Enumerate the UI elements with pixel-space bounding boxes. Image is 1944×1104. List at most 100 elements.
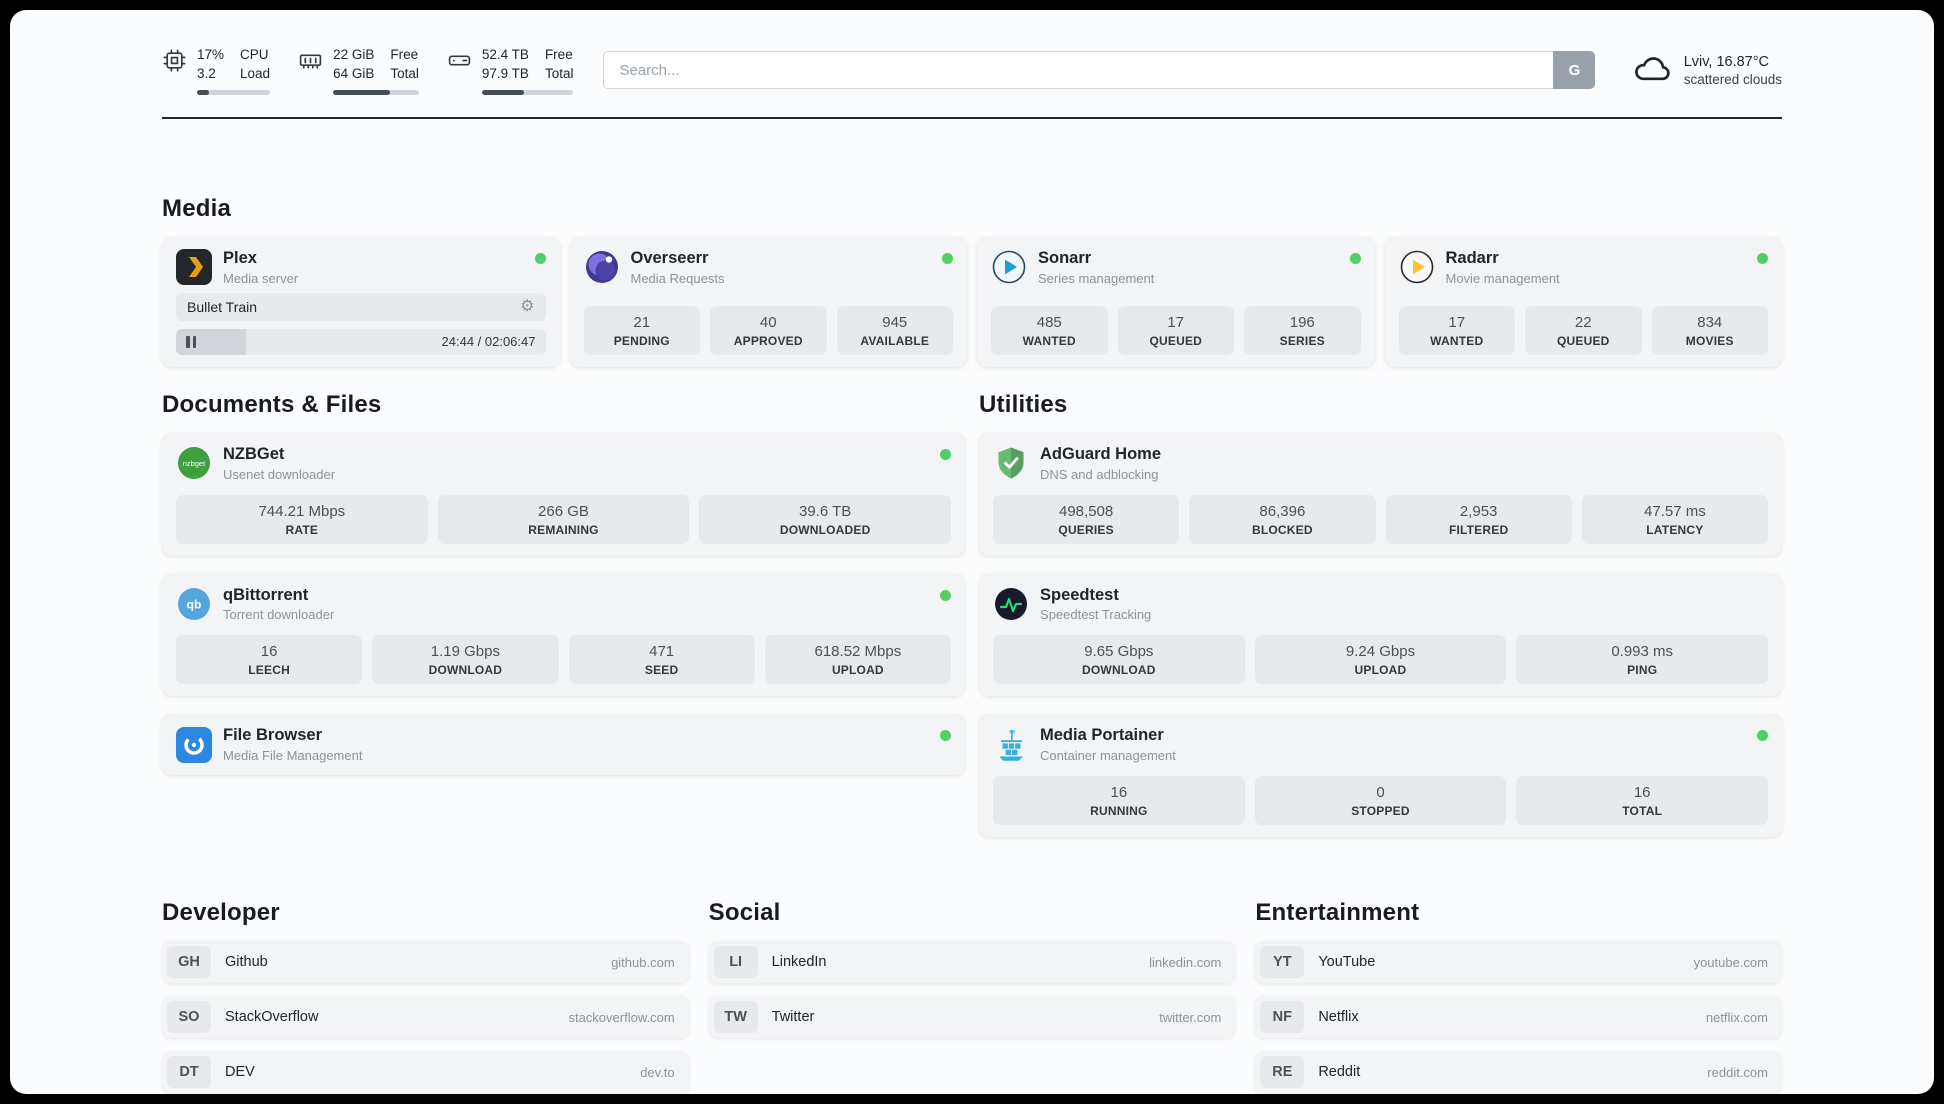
cpu-values: 17% 3.2 [197, 47, 225, 81]
app-name: Media Portainer [1040, 726, 1164, 745]
bookmark-url: youtube.com [1693, 954, 1768, 970]
app-card-nzbget[interactable]: nzbget NZBGet Usenet downloader 744.21 M… [162, 432, 965, 556]
bookmark-url: dev.to [640, 1064, 675, 1080]
speedtest-icon [993, 586, 1029, 622]
status-dot [1349, 252, 1361, 264]
bookmark-name: LinkedIn [771, 954, 827, 971]
filebrowser-icon [176, 726, 212, 763]
app-name: AdGuard Home [1040, 444, 1162, 463]
stat-downloaded: 39.6 TB DOWNLOADED [699, 494, 951, 544]
stat-upload: 618.52 Mbps UPLOAD [764, 635, 951, 685]
app-card-filebrowser[interactable]: File Browser Media File Management [162, 714, 965, 776]
app-card-overseerr[interactable]: Overseerr Media Requests 21 PENDING 40 A… [569, 236, 967, 367]
bookmark-abbr: RE [1260, 1056, 1305, 1089]
bookmark-dev[interactable]: DT DEV dev.to [162, 1051, 689, 1094]
bookmark-reddit[interactable]: RE Reddit reddit.com [1255, 1051, 1782, 1094]
app-subtitle: Media File Management [223, 748, 363, 764]
app-name: Plex [223, 248, 257, 267]
app-card-plex[interactable]: Plex Media server Bullet Train ⚙ 24:44 /… [162, 236, 560, 367]
app-name: Overseerr [630, 248, 709, 267]
stat-queued: 22 QUEUED [1525, 305, 1642, 355]
app-subtitle: DNS and adblocking [1040, 466, 1159, 482]
bookmark-name: Twitter [771, 1009, 815, 1026]
bookmark-linkedin[interactable]: LI LinkedIn linkedin.com [708, 941, 1236, 984]
stat-download: 1.19 Gbps DOWNLOAD [372, 635, 559, 685]
app-card-adguard[interactable]: AdGuard Home DNS and adblocking 498,508 … [979, 432, 1782, 556]
cpu-progress-fill [197, 89, 210, 95]
weather-widget: Lviv, 16.87°C scattered clouds [1630, 48, 1782, 93]
now-playing-title: Bullet Train [187, 299, 258, 316]
search-input[interactable] [603, 51, 1554, 90]
bookmark-url: linkedin.com [1149, 954, 1222, 970]
cpu-progress-bar [197, 89, 271, 95]
search-engine-button[interactable]: G [1553, 51, 1596, 90]
sonarr-icon [991, 249, 1027, 285]
stat-blocked: 86,396 BLOCKED [1189, 494, 1376, 544]
bookmark-twitter[interactable]: TW Twitter twitter.com [708, 996, 1236, 1039]
bookmark-url: reddit.com [1707, 1064, 1768, 1080]
stat-filtered: 2,953 FILTERED [1385, 494, 1572, 544]
app-name: qBittorrent [223, 585, 309, 604]
bookmark-abbr: YT [1260, 946, 1305, 979]
ram-values: 22 GiB 64 GiB [333, 47, 375, 81]
stat-remaining: 266 GB REMAINING [437, 494, 690, 544]
bookmark-name: Reddit [1318, 1064, 1361, 1081]
app-subtitle: Speedtest Tracking [1040, 607, 1152, 623]
app-card-qbittorrent[interactable]: qb qBittorrent Torrent downloader 16 [162, 573, 965, 697]
stat-pending: 21 PENDING [583, 305, 700, 355]
bookmark-stackoverflow[interactable]: SO StackOverflow stackoverflow.com [162, 996, 689, 1039]
status-dot [1757, 252, 1768, 264]
ram-metric: 22 GiB 64 GiB Free Total [298, 46, 419, 95]
now-playing-row: Bullet Train ⚙ [176, 293, 546, 322]
ram-progress-bar [333, 89, 419, 95]
bookmark-github[interactable]: GH Github github.com [162, 941, 689, 984]
playback-progress-bar[interactable]: 24:44 / 02:06:47 [176, 328, 546, 355]
stat-series: 196 SERIES [1244, 305, 1361, 355]
gear-icon[interactable]: ⚙ [520, 298, 535, 316]
cpu-labels: CPU Load [240, 47, 271, 81]
stat-wanted: 17 WANTED [1398, 305, 1515, 355]
app-card-speedtest[interactable]: Speedtest Speedtest Tracking 9.65 Gbps D… [979, 573, 1782, 697]
pause-icon[interactable] [186, 335, 196, 348]
stat-download: 9.65 Gbps DOWNLOAD [993, 635, 1245, 685]
app-card-radarr[interactable]: Radarr Movie management 17 WANTED 22 QUE… [1384, 236, 1782, 367]
portainer-icon [993, 727, 1029, 763]
ram-labels: Free Total [390, 47, 419, 81]
app-subtitle: Movie management [1445, 270, 1560, 286]
bookmark-youtube[interactable]: YT YouTube youtube.com [1255, 941, 1782, 984]
status-dot [942, 252, 953, 264]
adguard-icon [993, 445, 1029, 481]
stat-available: 945 AVAILABLE [836, 305, 953, 355]
section-media: Media Plex Media server [162, 195, 1782, 367]
bookmark-abbr: LI [713, 946, 758, 979]
radarr-icon [1399, 249, 1435, 285]
app-card-portainer[interactable]: Media Portainer Container management 16 … [979, 714, 1782, 838]
stat-approved: 40 APPROVED [710, 305, 827, 355]
stat-leech: 16 LEECH [176, 635, 363, 685]
section-social: Social LI LinkedIn linkedin.com TW Twitt… [708, 899, 1236, 1039]
app-card-sonarr[interactable]: Sonarr Series management 485 WANTED 17 Q… [977, 236, 1375, 367]
weather-location: Lviv, 16.87°C [1683, 53, 1770, 70]
qbittorrent-icon: qb [176, 586, 212, 622]
bookmark-netflix[interactable]: NF Netflix netflix.com [1255, 996, 1782, 1039]
svg-text:nzbget: nzbget [183, 459, 206, 468]
section-documents: Documents & Files nzbget NZBGet Usenet d… [162, 391, 965, 776]
cpu-icon [162, 46, 187, 73]
app-subtitle: Usenet downloader [223, 466, 336, 482]
playback-time: 24:44 / 02:06:47 [441, 334, 536, 350]
stat-upload: 9.24 Gbps UPLOAD [1254, 635, 1507, 685]
header-divider [162, 116, 1782, 119]
stat-ping: 0.993 ms PING [1516, 635, 1768, 685]
svg-text:qb: qb [187, 597, 202, 611]
disk-progress-fill [481, 89, 525, 95]
section-title-entertainment: Entertainment [1255, 899, 1420, 927]
app-name: Radarr [1445, 248, 1499, 267]
section-developer: Developer GH Github github.com SO StackO… [162, 899, 689, 1094]
bookmark-name: DEV [225, 1064, 255, 1081]
bookmark-name: Github [225, 954, 268, 971]
ram-progress-fill [333, 89, 390, 95]
stat-total: 16 TOTAL [1516, 776, 1768, 826]
bookmark-name: StackOverflow [225, 1009, 319, 1026]
section-title-developer: Developer [162, 899, 280, 927]
disk-values: 52.4 TB 97.9 TB [481, 47, 529, 81]
